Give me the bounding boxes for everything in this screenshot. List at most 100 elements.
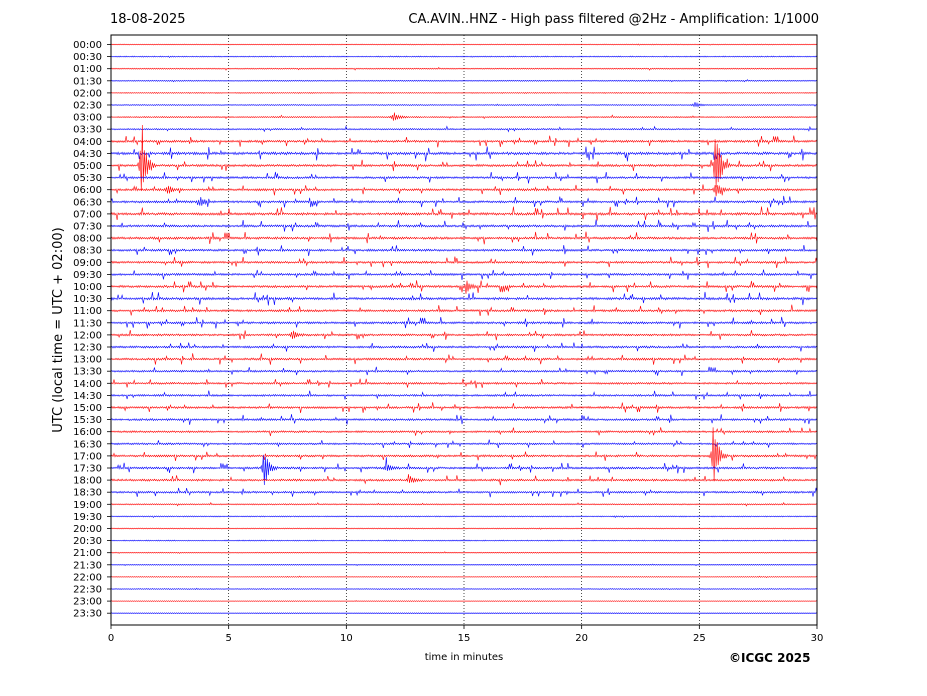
seismic-trace [110,487,818,498]
seismic-trace [110,269,818,281]
row-time-label: 15:00 [73,403,102,414]
row-time-label: 23:00 [73,597,102,608]
seismic-trace [110,414,818,425]
seismic-trace [110,390,818,400]
row-time-label: 13:30 [73,367,102,378]
seismic-trace [110,539,818,542]
row-time-label: 11:00 [73,306,102,317]
seismic-trace [110,43,818,46]
row-time-label: 18:00 [73,476,102,487]
seismic-trace [110,330,818,341]
seismic-trace [110,55,818,59]
row-time-label: 00:30 [73,52,102,63]
seismic-trace [110,587,818,591]
row-time-label: 20:00 [73,524,102,535]
seismic-trace [110,112,818,121]
row-time-label: 23:30 [73,609,102,620]
seismic-trace [110,195,818,208]
row-time-label: 09:30 [73,270,102,281]
row-time-label: 03:00 [73,113,102,124]
x-tick-label: 15 [458,633,471,644]
row-time-label: 06:00 [73,185,102,196]
row-time-label: 16:30 [73,439,102,450]
row-time-label: 07:30 [73,222,102,233]
seismic-trace [110,454,818,486]
row-time-label: 02:00 [73,88,102,99]
seismic-trace [110,427,818,481]
row-time-label: 08:00 [73,234,102,245]
seismic-trace [110,439,818,449]
x-tick-label: 10 [340,633,353,644]
row-time-label: 05:00 [73,161,102,172]
row-time-label: 13:00 [73,355,102,366]
seismic-trace [110,125,818,133]
seismic-trace [110,474,818,486]
seismic-trace [110,146,818,162]
row-time-label: 17:00 [73,451,102,462]
seismic-trace [110,206,818,221]
seismic-trace [110,135,818,148]
seismic-trace [110,219,818,233]
seismic-trace [110,184,818,197]
seismic-trace [110,612,818,614]
row-time-label: 18:30 [73,488,102,499]
row-time-label: 14:00 [73,379,102,390]
row-time-label: 08:30 [73,246,102,257]
row-time-label: 00:00 [73,40,102,51]
seismic-trace [110,427,818,437]
row-time-label: 01:30 [73,76,102,87]
row-time-label: 15:30 [73,415,102,426]
row-time-label: 10:00 [73,282,102,293]
row-time-label: 09:00 [73,258,102,269]
row-time-label: 12:30 [73,343,102,354]
seismic-trace [110,101,818,108]
x-axis-label: time in minutes [425,652,504,663]
row-time-label: 02:30 [73,101,102,112]
seismic-trace [110,91,818,94]
seismic-trace [110,402,818,414]
seismic-trace [110,600,818,602]
row-time-label: 19:00 [73,500,102,511]
seismic-trace [110,231,818,245]
seismic-trace [110,256,818,269]
row-time-label: 14:30 [73,391,102,402]
seismic-trace [110,378,818,389]
seismic-trace [110,353,818,365]
row-time-label: 03:30 [73,125,102,136]
row-time-label: 10:30 [73,294,102,305]
seismic-trace [110,527,818,530]
seismic-trace [110,79,818,83]
row-time-label: 19:30 [73,512,102,523]
seismic-trace [110,66,818,71]
date-label: 18-08-2025 [110,12,186,27]
row-time-label: 21:30 [73,560,102,571]
y-axis-label: UTC (local time = UTC + 02:00) [51,227,66,432]
row-time-label: 22:00 [73,572,102,583]
row-time-label: 22:30 [73,585,102,596]
row-time-label: 04:00 [73,137,102,148]
row-time-label: 20:30 [73,536,102,547]
copyright-credit: ©ICGC 2025 [729,651,811,665]
row-time-label: 06:30 [73,197,102,208]
seismic-trace [110,551,818,554]
x-tick-label: 0 [108,633,114,644]
row-time-label: 04:30 [73,149,102,160]
row-time-label: 16:00 [73,427,102,438]
row-time-label: 12:00 [73,330,102,341]
seismic-trace [110,124,818,191]
x-tick-label: 5 [225,633,231,644]
chart-title: CA.AVIN..HNZ - High pass filtered @2Hz -… [408,12,819,27]
seismic-trace [110,502,818,507]
seismic-trace [110,280,818,294]
seismic-trace [110,304,818,316]
row-time-label: 05:30 [73,173,102,184]
seismic-trace [110,366,818,376]
seismic-trace [110,291,818,306]
x-tick-label: 25 [693,633,706,644]
seismic-trace [110,575,818,579]
seismic-trace [110,316,818,329]
x-tick-label: 20 [575,633,588,644]
row-time-label: 07:00 [73,209,102,220]
seismic-trace [110,563,818,567]
